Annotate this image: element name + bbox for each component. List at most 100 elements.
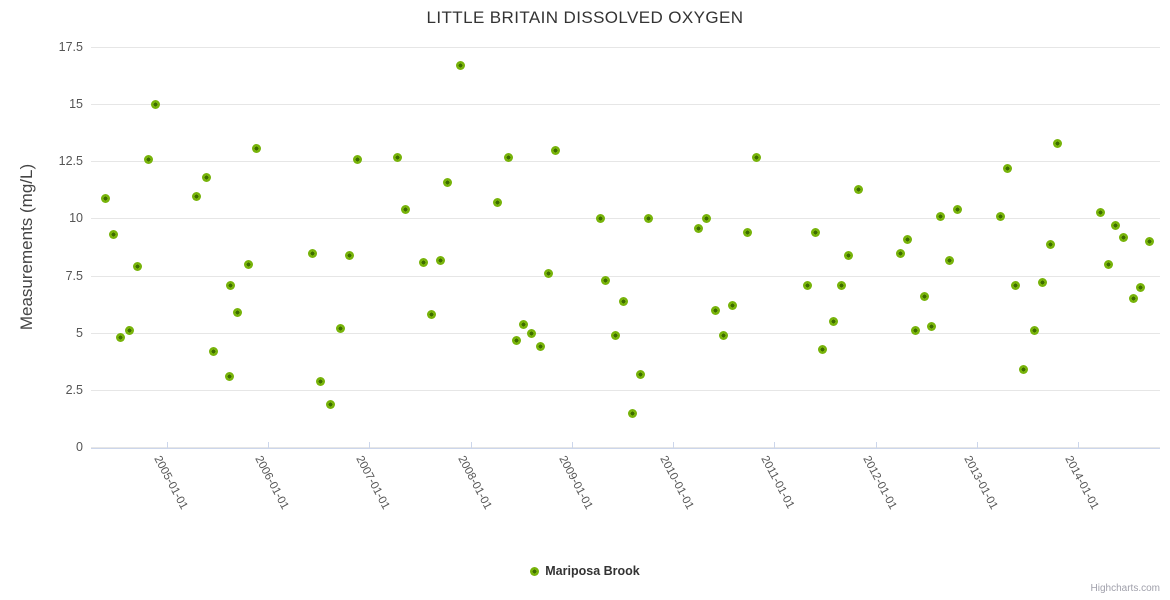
data-point[interactable] [719, 331, 729, 340]
data-point[interactable] [935, 212, 945, 222]
data-point[interactable] [1136, 283, 1146, 292]
data-point[interactable] [208, 347, 218, 356]
data-point[interactable] [1018, 365, 1028, 375]
y-gridline [91, 47, 1160, 48]
data-point[interactable] [526, 328, 536, 338]
data-point[interactable] [595, 214, 605, 224]
data-point[interactable] [251, 143, 261, 153]
y-axis-tick-label: 5 [76, 325, 83, 340]
data-point[interactable] [1110, 221, 1120, 231]
data-point[interactable] [144, 155, 154, 164]
data-point[interactable] [701, 214, 711, 224]
data-point[interactable] [711, 305, 721, 315]
data-point[interactable] [944, 255, 954, 265]
data-point[interactable] [803, 280, 813, 290]
x-axis-tick-label: 2011-01-01 [758, 453, 797, 511]
data-point[interactable] [335, 324, 345, 334]
x-axis-tick [1078, 441, 1079, 448]
data-point[interactable] [693, 223, 703, 233]
data-point[interactable] [115, 333, 125, 343]
y-axis-tick-label: 17.5 [58, 40, 83, 54]
data-point[interactable] [1129, 294, 1139, 304]
x-axis-tick-label: 2010-01-01 [657, 453, 696, 512]
data-point[interactable] [628, 408, 638, 418]
data-point[interactable] [133, 262, 143, 272]
data-point[interactable] [503, 152, 513, 162]
data-point[interactable] [600, 276, 610, 286]
data-point[interactable] [344, 251, 354, 260]
data-point[interactable] [418, 257, 428, 267]
data-point[interactable] [308, 248, 318, 258]
data-point[interactable] [108, 230, 118, 240]
data-point[interactable] [201, 173, 211, 183]
x-axis-tick-label: 2005-01-01 [151, 453, 190, 512]
data-point[interactable] [1010, 280, 1020, 290]
data-point[interactable] [151, 100, 161, 110]
data-point[interactable] [401, 205, 411, 215]
data-point[interactable] [426, 310, 436, 320]
data-point[interactable] [326, 399, 336, 409]
x-axis-tick-label: 2012-01-01 [859, 453, 899, 512]
data-point[interactable] [610, 331, 620, 340]
x-axis-tick-label: 2008-01-01 [455, 453, 494, 512]
data-point[interactable] [1046, 239, 1056, 249]
x-axis-tick-label: 2007-01-01 [353, 453, 392, 512]
x-axis-tick [268, 441, 270, 448]
legend-label: Mariposa Brook [545, 564, 640, 578]
data-point[interactable] [836, 280, 846, 290]
highcharts-credits-link[interactable]: Highcharts.com [1090, 583, 1160, 594]
data-point[interactable] [953, 205, 963, 215]
y-gridline [91, 161, 1160, 163]
x-axis-tick-label: 2009-01-01 [556, 453, 595, 512]
data-point[interactable] [544, 269, 554, 279]
data-point[interactable] [644, 214, 654, 224]
data-point[interactable] [493, 198, 503, 208]
data-point[interactable] [1119, 232, 1129, 242]
data-point[interactable] [535, 342, 545, 352]
data-point[interactable] [1029, 326, 1039, 336]
data-point[interactable] [1103, 260, 1113, 270]
data-point[interactable] [225, 372, 235, 382]
data-point[interactable] [636, 369, 646, 379]
data-point[interactable] [910, 326, 920, 336]
data-point[interactable] [1053, 139, 1063, 148]
data-point[interactable] [903, 235, 913, 244]
data-point[interactable] [743, 228, 753, 238]
y-gridline [91, 218, 1160, 220]
data-point[interactable] [233, 308, 243, 318]
data-point[interactable] [191, 191, 201, 201]
legend-item-mariposa-brook[interactable]: Mariposa Brook [0, 564, 1170, 578]
data-point[interactable] [442, 177, 452, 187]
data-point[interactable] [393, 152, 403, 162]
data-point[interactable] [352, 155, 362, 164]
data-point[interactable] [226, 280, 236, 290]
data-point[interactable] [926, 321, 936, 331]
data-point[interactable] [853, 184, 863, 194]
data-point[interactable] [1002, 164, 1012, 174]
data-point[interactable] [919, 292, 929, 302]
data-point[interactable] [828, 317, 838, 327]
data-point[interactable] [124, 326, 134, 336]
data-point[interactable] [244, 260, 254, 270]
data-point[interactable] [728, 301, 738, 311]
data-point[interactable] [618, 296, 628, 306]
data-point[interactable] [100, 193, 110, 203]
data-point[interactable] [455, 61, 465, 71]
x-axis-tick [470, 441, 472, 448]
data-point[interactable] [435, 255, 445, 265]
data-point[interactable] [511, 335, 521, 345]
data-point[interactable] [811, 228, 821, 238]
data-point[interactable] [518, 319, 528, 329]
data-point[interactable] [818, 344, 828, 354]
data-point[interactable] [1145, 237, 1155, 247]
data-point[interactable] [551, 145, 561, 155]
data-point[interactable] [316, 376, 326, 386]
data-point[interactable] [1038, 278, 1048, 288]
y-axis-tick-label: 12.5 [58, 154, 83, 169]
data-point[interactable] [1095, 207, 1105, 217]
data-point[interactable] [751, 152, 761, 162]
data-point[interactable] [995, 212, 1005, 222]
data-point[interactable] [896, 248, 906, 258]
data-point[interactable] [843, 251, 853, 260]
y-axis-tick-label: 2.5 [65, 382, 83, 397]
